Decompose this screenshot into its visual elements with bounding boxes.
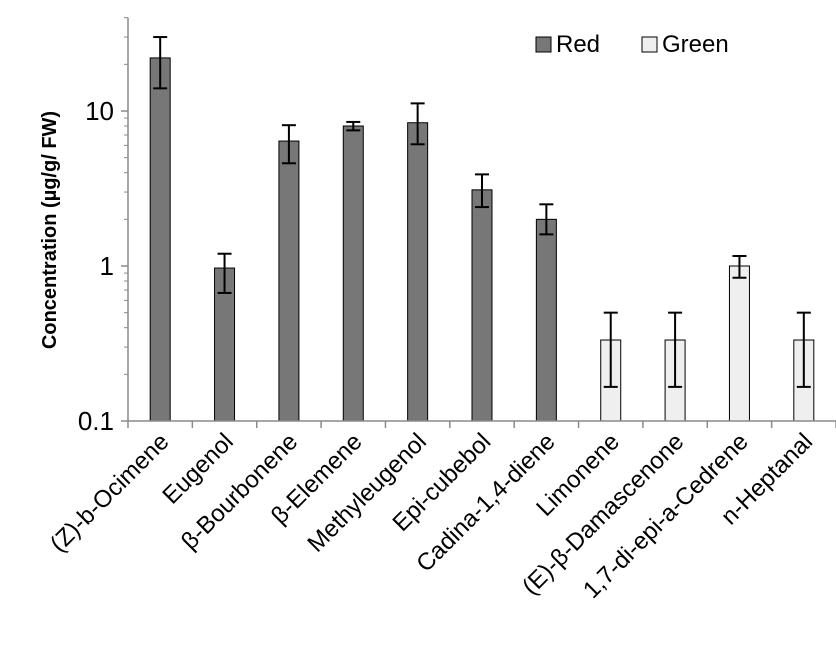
bars-layer — [149, 57, 815, 422]
y-tick-label-1: 1 — [100, 251, 114, 281]
x-category-label-0: (Z)-b-Ocimene — [45, 428, 174, 557]
x-labels-layer: (Z)-b-OcimeneEugenolβ-Bourboneneβ-Elemen… — [45, 428, 818, 604]
legend-label-0: Red — [556, 31, 600, 58]
legend-swatch-1 — [641, 36, 658, 53]
y-tick-label-0: 0.1 — [78, 406, 114, 436]
y-ticks-layer: 0.1 1 10 — [78, 17, 128, 436]
legend-swatch-0 — [535, 36, 552, 53]
error-bars-layer — [153, 36, 811, 388]
y-tick-label-2: 10 — [85, 96, 114, 126]
bar-0-0 — [149, 57, 171, 422]
bar-0-3 — [342, 125, 364, 422]
legend-label-1: Green — [662, 31, 729, 58]
bar-0-2 — [278, 140, 300, 422]
bar-0-5 — [471, 189, 493, 422]
legend: Red Green — [535, 31, 729, 58]
bar-0-4 — [407, 122, 429, 422]
bar-0-6 — [535, 218, 557, 422]
bar-1-9 — [728, 265, 750, 422]
y-axis-title: Concentration (µg/g/ FW) — [39, 111, 61, 349]
